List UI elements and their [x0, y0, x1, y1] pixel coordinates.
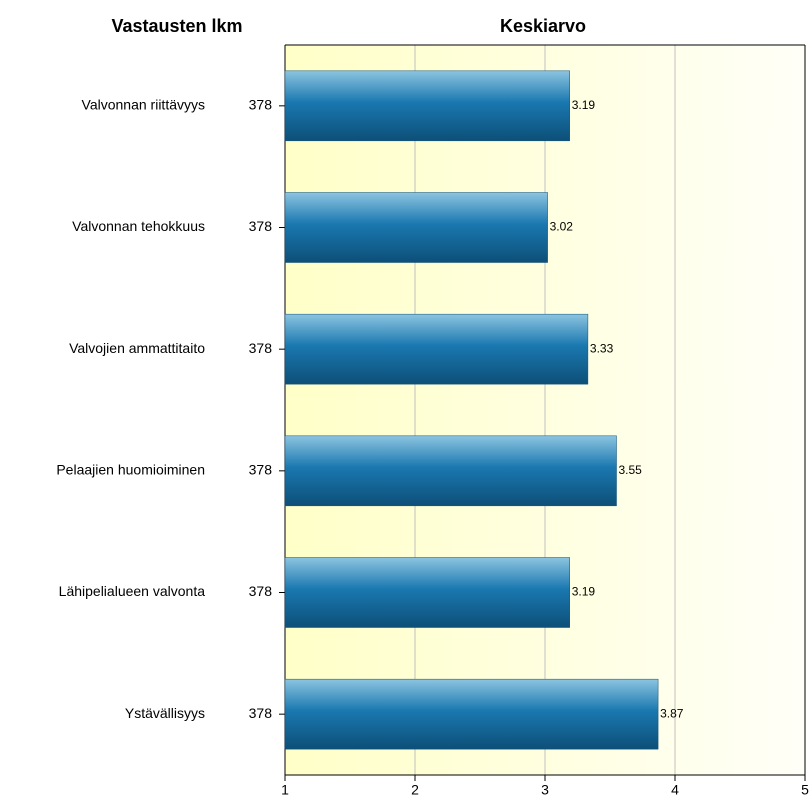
count-label: 378 [249, 705, 273, 721]
x-tick-label: 2 [411, 782, 419, 798]
category-label: Valvonnan tehokkuus [72, 218, 205, 234]
value-label: 3.19 [572, 585, 596, 599]
value-label: 3.55 [619, 463, 643, 477]
chart-title: Keskiarvo [500, 16, 586, 36]
bar [284, 435, 617, 507]
x-tick-label: 1 [281, 782, 289, 798]
count-label: 378 [249, 583, 273, 599]
value-label: 3.19 [572, 98, 596, 112]
category-label: Valvojien ammattitaito [69, 340, 205, 356]
value-label: 3.87 [660, 706, 684, 720]
count-label: 378 [249, 462, 273, 478]
count-label: 378 [249, 97, 273, 113]
bar [284, 313, 589, 385]
category-label: Lähipelialueen valvonta [59, 583, 206, 599]
bar [284, 70, 570, 142]
category-label: Ystävällisyys [125, 705, 205, 721]
value-label: 3.33 [590, 341, 614, 355]
bar [284, 678, 659, 750]
x-tick-label: 5 [801, 782, 809, 798]
x-tick-label: 3 [541, 782, 549, 798]
category-label: Valvonnan riittävyys [82, 97, 205, 113]
category-label: Pelaajien huomioiminen [56, 462, 205, 478]
bar [284, 557, 570, 628]
value-label: 3.02 [550, 220, 574, 234]
bar [284, 192, 548, 263]
count-label: 378 [249, 340, 273, 356]
count-label: 378 [249, 218, 273, 234]
count-title: Vastausten lkm [111, 16, 242, 36]
x-tick-label: 4 [671, 782, 679, 798]
